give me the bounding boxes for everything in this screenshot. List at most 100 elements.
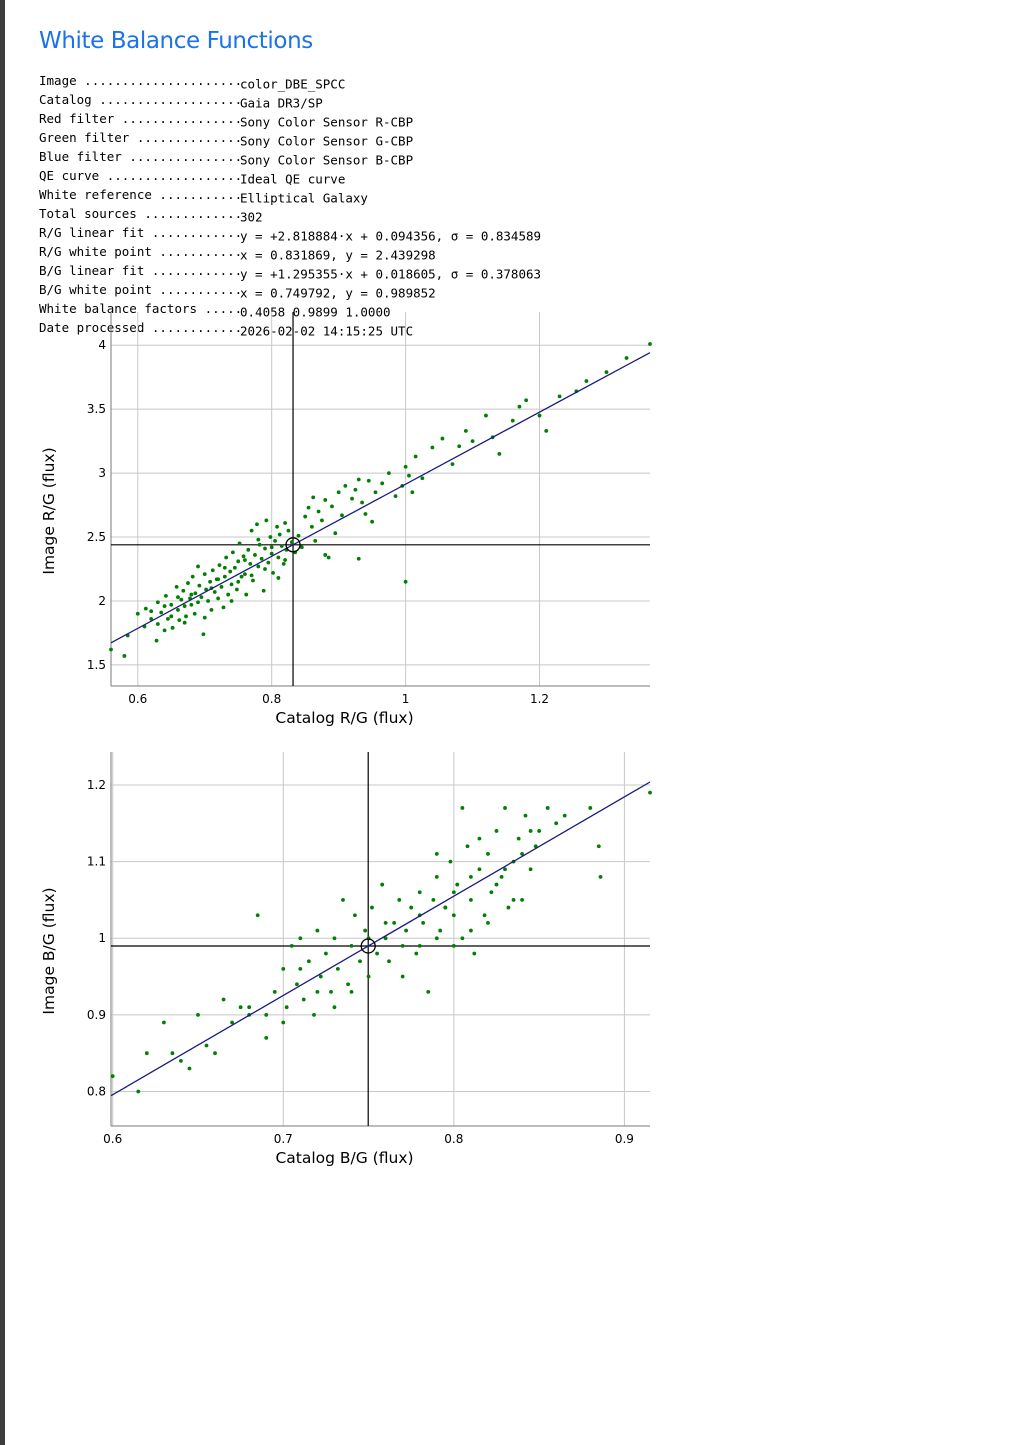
data-point (648, 790, 652, 795)
data-point (407, 473, 411, 478)
data-point (356, 556, 361, 561)
data-point (181, 588, 186, 593)
data-point (323, 498, 328, 502)
info-value: 302 (240, 209, 263, 225)
info-value: y = +1.295355·x + 0.018605, σ = 0.378063 (240, 266, 542, 282)
info-value: color_DBE_SPCC (240, 76, 346, 92)
data-point (276, 576, 281, 580)
bg-scatter-chart: 0.6 0.7 0.8 0.9 0.8 0.9 1 1.1 1.2 Catalog B/G (fl… (40, 752, 652, 1167)
data-point (341, 898, 345, 902)
data-point (209, 608, 214, 612)
data-point (409, 905, 414, 910)
data-point (486, 921, 490, 925)
y-tick-label: 4 (98, 338, 106, 352)
info-row: Red filterSony Color Sensor R-CBP (39, 111, 541, 130)
data-point (281, 966, 286, 971)
info-row: White balance factors0.4058 0.9899 1.000… (39, 301, 541, 320)
data-point (584, 379, 589, 383)
data-point (562, 813, 567, 818)
data-point (349, 989, 354, 994)
data-point (230, 550, 235, 555)
data-point (340, 513, 344, 518)
data-point (431, 898, 436, 902)
data-point (295, 982, 299, 987)
data-point (511, 898, 516, 902)
data-point (332, 1005, 337, 1010)
data-point (283, 521, 287, 525)
data-point (166, 616, 170, 621)
data-point (135, 611, 140, 616)
y-tick-label: 2.5 (87, 530, 106, 544)
data-point (336, 490, 341, 495)
data-point (463, 429, 468, 433)
data-point (486, 852, 490, 856)
info-key: Date processed (39, 320, 240, 336)
data-point (520, 852, 524, 856)
data-point (264, 1035, 269, 1040)
data-point (248, 561, 253, 566)
data-point (426, 989, 431, 994)
y-tick-label: 1.5 (87, 658, 106, 672)
data-point (182, 604, 187, 608)
data-point (298, 936, 303, 941)
data-point (434, 936, 439, 941)
info-value: x = 0.749792, y = 0.989852 (240, 285, 436, 301)
data-point (598, 875, 603, 879)
data-point (155, 622, 160, 626)
data-point (184, 614, 188, 619)
data-point (320, 518, 324, 523)
data-point (648, 342, 652, 346)
data-point (216, 577, 221, 582)
data-point (283, 558, 287, 562)
data-point (264, 518, 269, 523)
data-point (448, 859, 453, 864)
y-tick-label: 1 (98, 931, 106, 945)
data-point (309, 524, 314, 529)
data-point (179, 1058, 183, 1063)
data-point (588, 806, 593, 810)
data-point (273, 538, 277, 543)
data-point (232, 565, 237, 570)
data-point (271, 570, 275, 575)
data-point (221, 605, 226, 610)
data-point (255, 913, 260, 918)
data-point (136, 1089, 141, 1094)
data-point (451, 890, 456, 895)
data-point (413, 454, 418, 459)
data-point (482, 913, 487, 918)
data-point (403, 579, 408, 584)
info-row: Blue filterSony Color Sensor B-CBP (39, 149, 541, 168)
data-point (213, 1051, 217, 1056)
data-point (624, 356, 629, 360)
info-key: R/G linear fit (39, 225, 240, 241)
data-point (256, 564, 261, 569)
data-point (343, 483, 348, 488)
data-point (266, 560, 271, 565)
data-point (143, 606, 148, 611)
info-value: y = +2.818884·x + 0.094356, σ = 0.834589 (240, 228, 542, 244)
data-point (397, 898, 402, 902)
white-point-marker (285, 537, 301, 553)
data-point (201, 632, 206, 637)
data-point (122, 654, 127, 658)
info-key: QE curve (39, 168, 240, 184)
data-point (358, 959, 362, 964)
data-point (170, 1051, 175, 1056)
data-point (182, 620, 187, 625)
data-point (243, 572, 247, 577)
info-key: Blue filter (39, 149, 240, 165)
data-point (443, 905, 448, 910)
report-title: White Balance Functions (39, 28, 313, 54)
data-point (329, 989, 333, 994)
data-point (313, 538, 318, 543)
data-point (263, 567, 267, 571)
linear-fit-line (110, 352, 651, 644)
data-point (477, 867, 482, 872)
data-point (269, 545, 274, 550)
data-point (296, 533, 301, 538)
y-tick-label: 0.8 (87, 1085, 106, 1099)
data-point (224, 555, 229, 560)
info-row: QE curveIdeal QE curve (39, 168, 541, 187)
data-point (451, 913, 456, 918)
info-key: Total sources (39, 206, 240, 222)
